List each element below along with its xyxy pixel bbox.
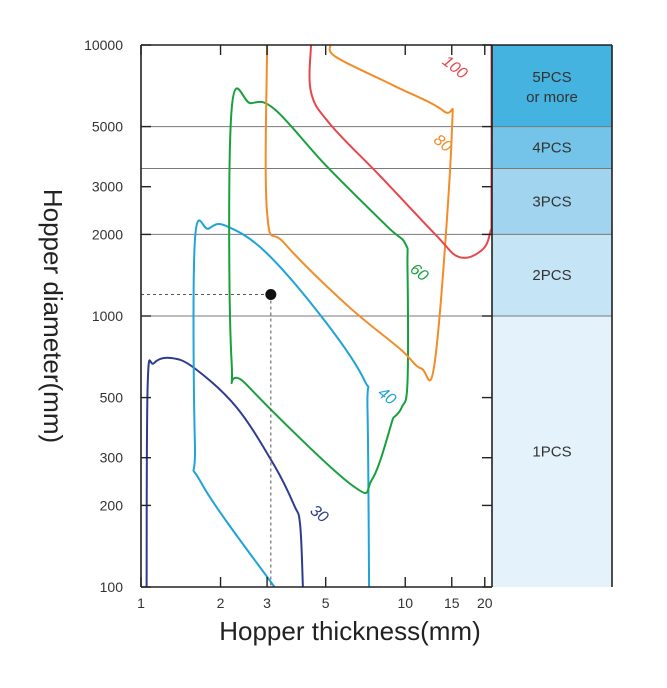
x-tick-label-1: 1: [137, 595, 145, 611]
band-layer: 5PCS or more 4PCS 3PCS 2PCS 1PCS: [492, 45, 612, 587]
y-tick-label-300: 300: [100, 450, 124, 466]
y-tick-label-2000: 2000: [92, 226, 123, 242]
y-tick-label-500: 500: [100, 390, 124, 406]
band-2: [492, 168, 612, 235]
band-label2-0: or more: [526, 89, 578, 106]
x-tick-label-10: 10: [397, 595, 413, 611]
x-tick-label-2: 2: [217, 595, 225, 611]
series-40-curve: [192, 219, 371, 588]
series-100-label: 100: [439, 53, 471, 83]
ticks-layer: 100 200 300 500 1000 2000 3000 5000 10000 1 2 3 5 10 1…: [84, 37, 493, 611]
x-tick-label-20: 20: [477, 595, 493, 611]
grid-layer: [141, 126, 612, 317]
x-tick-label-5: 5: [322, 595, 330, 611]
y-tick-label-200: 200: [100, 497, 124, 513]
y-tick-label-10000: 10000: [84, 37, 123, 53]
series-40-label: 40: [374, 384, 399, 408]
band-label-0: 5PCS: [532, 69, 571, 86]
series-30-curve: [145, 356, 304, 588]
y-tick-label-3000: 3000: [92, 179, 123, 195]
x-tick-label-3: 3: [263, 595, 271, 611]
band-label-3: 2PCS: [532, 267, 571, 284]
series-30-label: 30: [307, 502, 332, 526]
band-label-1: 4PCS: [532, 140, 571, 157]
band-label-2: 3PCS: [532, 193, 571, 210]
y-tick-label-5000: 5000: [92, 119, 123, 135]
y-tick-label-1000: 1000: [92, 308, 123, 324]
band-label-4: 1PCS: [532, 444, 571, 461]
band-3: [492, 234, 612, 316]
band-4: [492, 316, 612, 587]
x-tick-label-15: 15: [444, 595, 460, 611]
y-axis-title: Hopper diameter(mm): [38, 189, 68, 443]
y-tick-label-100: 100: [100, 579, 124, 595]
reference-point: [265, 289, 277, 301]
series-60-label: 60: [407, 261, 432, 285]
band-0: [492, 45, 612, 127]
x-axis-title: Hopper thickness(mm): [219, 616, 481, 646]
marker-layer: [141, 289, 277, 587]
series-60-curve: [228, 87, 410, 495]
series-80-curve: [264, 44, 454, 382]
band-1: [492, 126, 612, 169]
